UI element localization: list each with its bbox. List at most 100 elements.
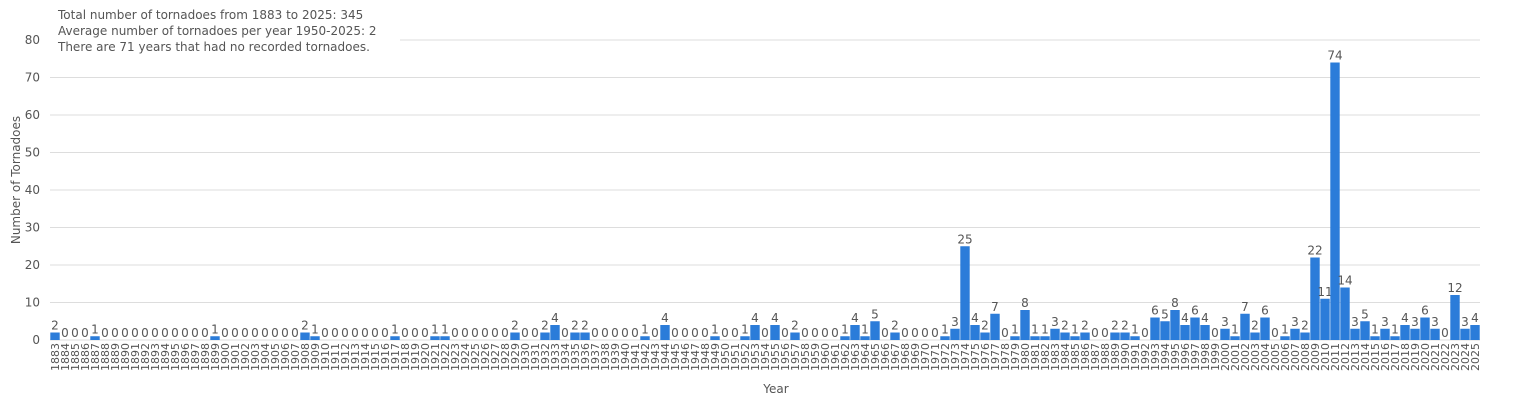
data-label: 4: [1201, 311, 1209, 325]
bar: [890, 332, 900, 340]
data-label: 0: [931, 326, 939, 340]
data-label: 0: [701, 326, 709, 340]
bar: [950, 328, 960, 340]
x-tick-label: 1934: [559, 343, 572, 371]
x-tick-label: 1952: [739, 343, 752, 371]
x-tick-label: 1941: [629, 343, 642, 371]
data-label: 0: [321, 326, 329, 340]
data-label: 6: [1191, 304, 1199, 318]
bar: [300, 332, 310, 340]
x-tick-label: 1993: [1149, 343, 1162, 371]
bar: [1040, 336, 1050, 340]
x-tick-label: 1922: [439, 343, 452, 371]
data-label: 2: [1121, 319, 1129, 333]
x-tick-label: 1981: [1029, 343, 1042, 371]
data-label: 0: [471, 326, 479, 340]
x-tick-label: 1902: [239, 343, 252, 371]
bar: [1450, 295, 1460, 340]
x-tick-label: 1965: [869, 343, 882, 371]
x-tick-label: 2014: [1359, 343, 1372, 371]
data-label: 0: [241, 326, 249, 340]
x-tick-label: 1961: [829, 343, 842, 371]
x-tick-label: 1886: [79, 343, 92, 371]
x-tick-label: 1937: [589, 343, 602, 371]
x-tick-label: 2013: [1349, 343, 1362, 371]
data-label: 0: [351, 326, 359, 340]
data-label: 1: [641, 322, 649, 336]
data-label: 2: [1111, 319, 1119, 333]
x-tick-label: 1948: [699, 343, 712, 371]
x-tick-label: 1976: [979, 343, 992, 371]
data-label: 0: [531, 326, 539, 340]
data-label: 0: [81, 326, 89, 340]
data-label: 1: [741, 322, 749, 336]
bar: [1190, 317, 1200, 340]
x-tick-label: 2021: [1429, 343, 1442, 371]
x-tick-label: 1968: [899, 343, 912, 371]
bar: [1250, 332, 1260, 340]
x-tick-label: 2016: [1379, 343, 1392, 371]
x-tick-label: 1910: [319, 343, 332, 371]
data-label: 12: [1447, 281, 1462, 295]
data-label: 0: [1001, 326, 1009, 340]
data-label: 0: [341, 326, 349, 340]
x-tick-label: 1989: [1109, 343, 1122, 371]
data-label: 22: [1307, 244, 1322, 258]
data-label: 4: [771, 311, 779, 325]
data-label: 1: [391, 322, 399, 336]
x-tick-label: 1935: [569, 343, 582, 371]
data-label: 0: [461, 326, 469, 340]
bar: [440, 336, 450, 340]
x-tick-label: 2025: [1469, 343, 1482, 371]
x-tick-label: 1944: [659, 343, 672, 371]
y-tick-label: 0: [32, 333, 40, 347]
bar: [1260, 317, 1270, 340]
data-label: 0: [681, 326, 689, 340]
x-tick-label: 1921: [429, 343, 442, 371]
data-label: 4: [661, 311, 669, 325]
bar: [1420, 317, 1430, 340]
x-tick-label: 1973: [949, 343, 962, 371]
x-tick-label: 1938: [599, 343, 612, 371]
data-label: 0: [411, 326, 419, 340]
annotation-box: [50, 4, 400, 59]
data-label: 0: [401, 326, 409, 340]
x-tick-label: 1924: [459, 343, 472, 371]
bar: [870, 321, 880, 340]
data-label: 2: [981, 319, 989, 333]
x-tick-label: 1885: [69, 343, 82, 371]
x-tick-label: 1954: [759, 343, 772, 371]
data-label: 3: [1431, 315, 1439, 329]
x-tick-label: 1888: [99, 343, 112, 371]
annotation: There are 71 years that had no recorded …: [57, 40, 370, 54]
x-tick-label: 1950: [719, 343, 732, 371]
data-label: 1: [441, 322, 449, 336]
x-tick-label: 1966: [879, 343, 892, 371]
x-tick-label: 2019: [1409, 343, 1422, 371]
bar: [1070, 336, 1080, 340]
x-tick-label: 1972: [939, 343, 952, 371]
x-tick-label: 1967: [889, 343, 902, 371]
x-tick-label: 1903: [249, 343, 262, 371]
bar: [1160, 321, 1170, 340]
bar: [1020, 310, 1030, 340]
data-label: 1: [311, 322, 319, 336]
bar: [940, 336, 950, 340]
x-tick-label: 2006: [1279, 343, 1292, 371]
data-label: 2: [51, 319, 59, 333]
x-tick-label: 1959: [809, 343, 822, 371]
annotation: Total number of tornadoes from 1883 to 2…: [57, 8, 363, 22]
data-label: 0: [1211, 326, 1219, 340]
bar: [550, 325, 560, 340]
x-tick-label: 1915: [369, 343, 382, 371]
x-tick-label: 1883: [49, 343, 62, 371]
x-tick-label: 1957: [789, 343, 802, 371]
x-tick-label: 1951: [729, 343, 742, 371]
bar: [90, 336, 100, 340]
data-label: 3: [1351, 315, 1359, 329]
data-label: 0: [71, 326, 79, 340]
data-label: 25: [957, 232, 972, 246]
x-tick-label: 1996: [1179, 343, 1192, 371]
data-label: 0: [481, 326, 489, 340]
